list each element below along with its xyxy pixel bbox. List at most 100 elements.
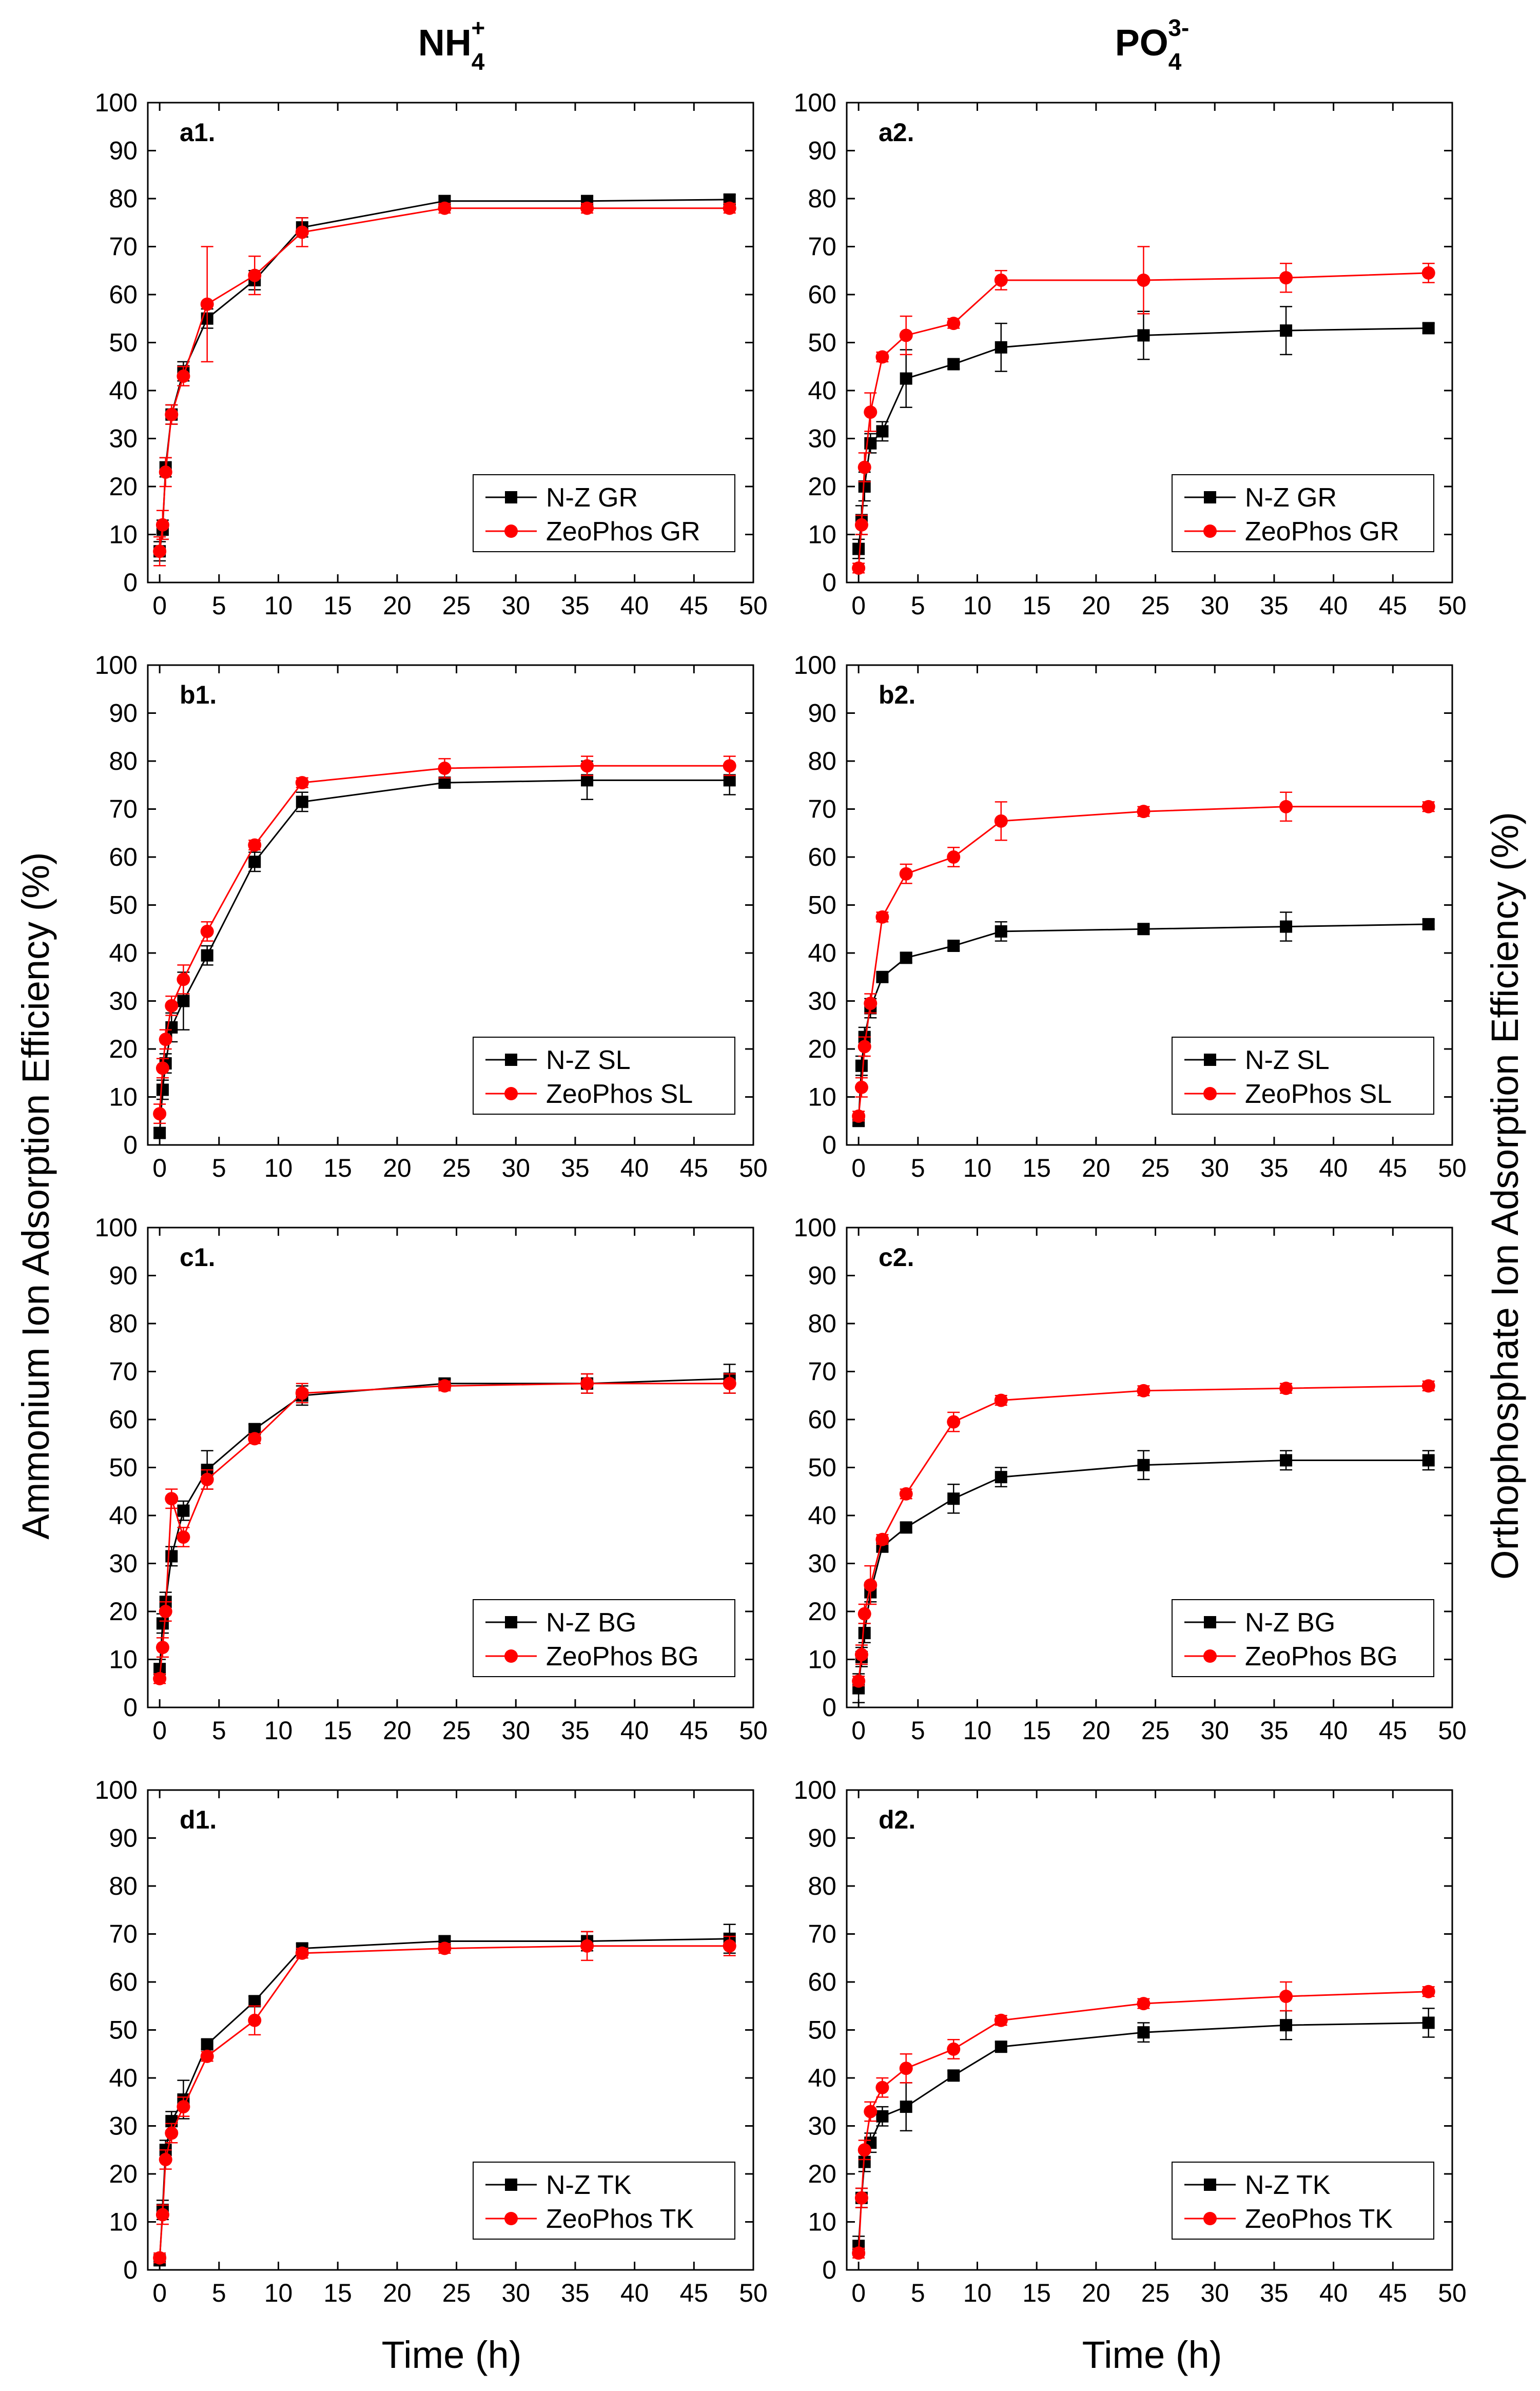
- y-tick-label: 10: [109, 1645, 138, 1674]
- data-point-circle: [994, 2013, 1008, 2027]
- y-tick-label: 60: [808, 280, 836, 309]
- legend-marker-circle: [1203, 2212, 1217, 2225]
- chart-panel-a1: 0 10 20 30 40 50 60 70 80 90 100 0 5 10 15 20 25 30 35 40 45…: [95, 88, 768, 620]
- legend: N-Z TK ZeoPhos TK: [1172, 2162, 1434, 2240]
- x-tick-label: 20: [1082, 1154, 1110, 1182]
- x-tick-label: 30: [1200, 2279, 1229, 2307]
- x-tick-label: 20: [383, 591, 412, 620]
- x-tick-label: 40: [1319, 1154, 1348, 1182]
- data-point-square: [900, 372, 912, 385]
- data-point-circle: [200, 2049, 214, 2063]
- y-tick-label: 100: [794, 1776, 836, 1804]
- x-tick-label: 10: [963, 591, 992, 620]
- legend-label: N-Z SL: [546, 1045, 631, 1075]
- data-point-square: [581, 774, 594, 787]
- x-tick-label: 50: [1438, 2279, 1467, 2307]
- data-point-square: [947, 358, 960, 371]
- x-tick-label: 50: [739, 2279, 768, 2307]
- x-tick-label: 35: [1260, 591, 1289, 620]
- x-tick-label: 25: [442, 1154, 471, 1182]
- data-point-square: [177, 995, 190, 1007]
- y-axis-title-left: Ammonium Ion Adsorption Efficiency (%): [14, 852, 57, 1539]
- legend-label: N-Z BG: [546, 1608, 636, 1638]
- data-point-circle: [155, 518, 169, 532]
- data-point-square: [165, 1550, 178, 1563]
- data-point-circle: [857, 460, 871, 474]
- legend-marker-square: [1204, 1054, 1216, 1066]
- data-point-circle: [723, 1939, 736, 1953]
- series-zeophos: [153, 1931, 736, 2265]
- data-point-square: [1280, 324, 1293, 337]
- x-tick-label: 35: [561, 591, 590, 620]
- data-point-circle: [580, 759, 594, 773]
- x-tick-label: 50: [1438, 1154, 1467, 1182]
- x-tick-label: 45: [1379, 2279, 1408, 2307]
- y-tick-label: 10: [109, 2208, 138, 2237]
- x-tick-label: 15: [1022, 1716, 1051, 1745]
- x-tick-label: 50: [739, 591, 768, 620]
- x-tick-label: 30: [501, 1154, 530, 1182]
- data-point-circle: [875, 2081, 889, 2094]
- y-tick-label: 70: [109, 795, 138, 824]
- x-tick-label: 40: [1319, 591, 1348, 620]
- data-point-circle: [854, 2191, 868, 2205]
- x-tick-label: 45: [680, 1154, 709, 1182]
- legend-box: [473, 2162, 735, 2240]
- data-point-square: [995, 341, 1007, 354]
- y-tick-label: 50: [808, 328, 836, 357]
- legend-marker-square: [1204, 1616, 1216, 1628]
- x-tick-label: 15: [1022, 591, 1051, 620]
- x-tick-label: 45: [680, 591, 709, 620]
- x-tick-label: 50: [739, 1716, 768, 1745]
- series-zeophos: [852, 791, 1435, 1123]
- x-tick-label: 15: [323, 1154, 352, 1182]
- data-point-circle: [248, 268, 262, 282]
- y-tick-label: 20: [808, 1597, 836, 1626]
- data-point-circle: [155, 1641, 169, 1655]
- data-point-circle: [159, 1033, 172, 1046]
- data-point-square: [900, 2101, 912, 2113]
- data-point-square: [1422, 322, 1435, 335]
- data-point-circle: [723, 759, 736, 773]
- data-point-circle: [153, 1671, 167, 1685]
- data-point-square: [947, 1492, 960, 1505]
- data-point-circle: [899, 328, 913, 342]
- data-point-circle: [200, 924, 214, 938]
- data-point-square: [995, 1471, 1007, 1484]
- data-point-circle: [852, 561, 866, 575]
- series-zeophos: [153, 755, 736, 1124]
- y-tick-label: 90: [109, 1824, 138, 1853]
- y-tick-label: 50: [808, 1453, 836, 1482]
- data-point-circle: [1279, 1382, 1293, 1395]
- data-point-circle: [165, 1492, 179, 1506]
- x-tick-label: 30: [501, 2279, 530, 2307]
- x-tick-label: 0: [152, 1154, 167, 1182]
- legend-label: ZeoPhos SL: [1245, 1079, 1392, 1109]
- data-point-square: [947, 2069, 960, 2082]
- data-point-circle: [947, 1415, 961, 1429]
- data-point-square: [723, 774, 736, 787]
- x-tick-label: 40: [620, 2279, 649, 2307]
- y-tick-label: 90: [109, 1261, 138, 1290]
- y-tick-label: 100: [95, 88, 138, 117]
- data-point-square: [1137, 329, 1150, 342]
- y-tick-label: 50: [808, 891, 836, 920]
- data-point-square: [248, 1995, 261, 2008]
- data-point-circle: [723, 201, 736, 215]
- data-point-circle: [438, 201, 452, 215]
- x-tick-label: 50: [1438, 1716, 1467, 1745]
- data-point-circle: [899, 2062, 913, 2075]
- x-tick-label: 45: [680, 1716, 709, 1745]
- data-point-circle: [295, 1946, 309, 1960]
- data-point-circle: [864, 1578, 878, 1592]
- data-point-circle: [438, 1379, 452, 1393]
- y-tick-label: 0: [822, 1131, 836, 1159]
- y-tick-label: 10: [109, 1083, 138, 1112]
- y-tick-label: 0: [822, 568, 836, 597]
- data-point-circle: [155, 2208, 169, 2222]
- chart-panel-b2: 0 10 20 30 40 50 60 70 80 90 100 0 5 10 15 20 25 30 35 40 45…: [794, 651, 1467, 1182]
- y-tick-label: 50: [109, 1453, 138, 1482]
- legend-label: ZeoPhos SL: [546, 1079, 693, 1109]
- data-point-circle: [864, 2105, 878, 2118]
